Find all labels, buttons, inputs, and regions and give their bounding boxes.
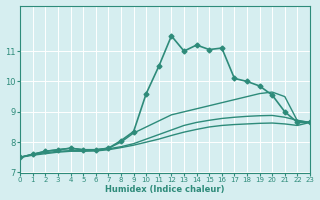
- X-axis label: Humidex (Indice chaleur): Humidex (Indice chaleur): [105, 185, 225, 194]
